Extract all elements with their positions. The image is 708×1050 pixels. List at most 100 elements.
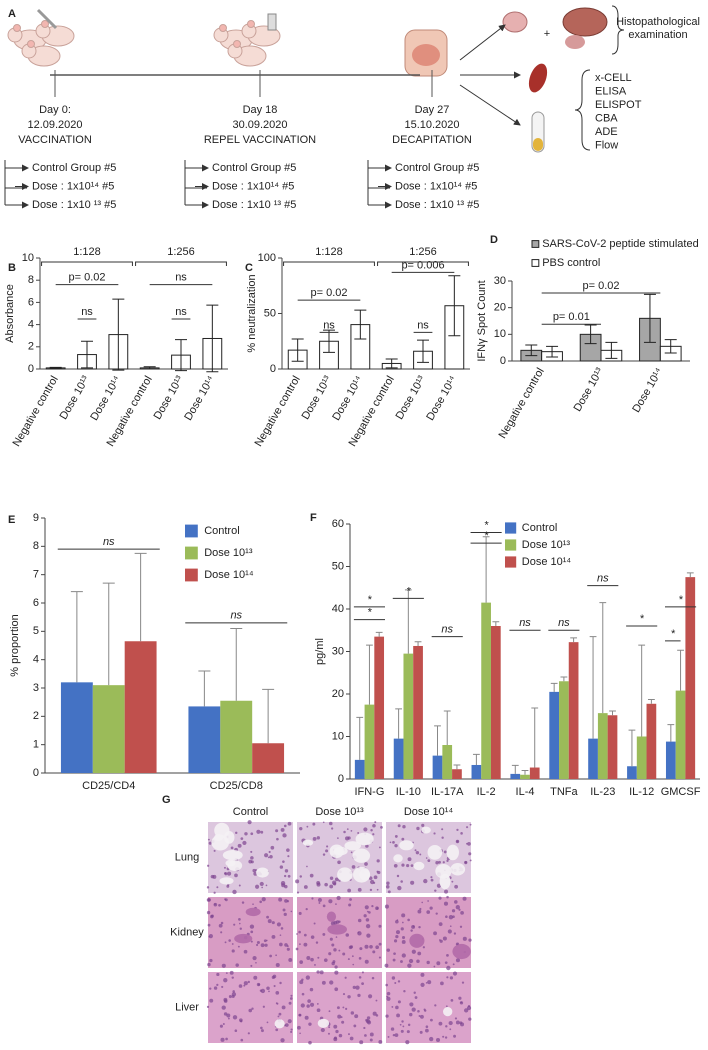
x-tick-label: IL-2 — [477, 786, 496, 798]
error-bar — [134, 552, 147, 642]
cell-nucleus — [321, 980, 326, 985]
cell-nucleus — [298, 1013, 302, 1017]
significance-label: ns — [103, 536, 115, 548]
cell-nucleus — [354, 1014, 359, 1019]
cell-nucleus — [322, 853, 326, 856]
y-tick-label: 20 — [332, 688, 344, 700]
cell-nucleus — [375, 999, 378, 1002]
bar — [646, 703, 657, 779]
cell-nucleus — [355, 985, 360, 990]
cell-nucleus — [283, 912, 287, 916]
cell-nucleus — [436, 883, 442, 888]
cell-nucleus — [375, 906, 379, 911]
cell-nucleus — [375, 945, 380, 950]
cell-nucleus — [372, 823, 376, 828]
cell-nucleus — [425, 857, 428, 859]
cell-nucleus — [238, 884, 241, 887]
cell-nucleus — [288, 1001, 292, 1005]
y-axis-label: % proportion — [9, 614, 21, 676]
cell-nucleus — [451, 909, 456, 913]
group-label: 1:256 — [167, 246, 195, 258]
bar — [124, 641, 157, 773]
panel-letter: G — [162, 794, 171, 806]
cell-nucleus — [329, 876, 334, 880]
cell-nucleus — [378, 846, 381, 849]
timepoint-text: Day 27 — [415, 104, 450, 116]
cell-nucleus — [406, 1030, 410, 1034]
x-tick-label: Dose 10¹⁴ — [88, 374, 123, 423]
bar — [403, 653, 414, 779]
row-label: Liver — [175, 1001, 199, 1013]
cell-nucleus — [333, 1037, 338, 1042]
cell-nucleus — [266, 915, 269, 919]
assay-label: Flow — [595, 139, 618, 151]
cell-nucleus — [336, 1006, 340, 1010]
cell-nucleus — [335, 903, 337, 905]
panel-letter: F — [310, 512, 317, 524]
mouse-ear — [13, 24, 21, 32]
cell-nucleus — [434, 889, 437, 892]
cell-nucleus — [208, 935, 211, 938]
bar — [60, 682, 93, 773]
cell-nucleus — [315, 941, 319, 944]
error-bar — [434, 725, 441, 756]
cell-nucleus — [387, 1035, 390, 1038]
cell-nucleus — [407, 963, 412, 968]
error-bar — [546, 345, 559, 358]
cell-nucleus — [311, 897, 314, 900]
cell-nucleus — [376, 859, 380, 863]
cell-nucleus — [401, 863, 405, 867]
cell-nucleus — [218, 923, 223, 928]
group-bracket — [184, 160, 207, 206]
error-bar — [175, 339, 187, 372]
error-bar — [443, 710, 451, 745]
lumen — [333, 846, 348, 856]
cell-nucleus — [386, 991, 391, 996]
histopathology-label: examination — [628, 29, 687, 41]
cell-nucleus — [239, 927, 242, 930]
group-label: Dose : 1x10 ¹³ #5 — [395, 199, 479, 211]
cell-nucleus — [316, 970, 320, 974]
cell-nucleus — [300, 1003, 305, 1008]
significance-label: p= 0.02 — [582, 280, 619, 292]
cell-nucleus — [309, 873, 314, 878]
cell-nucleus — [309, 987, 314, 992]
group-label: Dose : 1x10¹⁴ #5 — [212, 180, 294, 192]
cell-nucleus — [350, 830, 353, 832]
cell-nucleus — [334, 877, 339, 882]
group-bracket — [4, 160, 27, 206]
cell-nucleus — [263, 939, 267, 943]
cell-nucleus — [333, 1024, 338, 1029]
cell-nucleus — [336, 895, 341, 901]
cell-nucleus — [264, 943, 268, 947]
cell-nucleus — [278, 897, 283, 902]
assay-label: ADE — [595, 126, 618, 138]
cell-nucleus — [361, 982, 364, 985]
cell-nucleus — [372, 950, 376, 954]
cell-nucleus — [329, 937, 333, 941]
bar — [627, 766, 637, 779]
error-bar — [472, 753, 480, 765]
cell-nucleus — [276, 837, 279, 841]
cell-nucleus — [248, 1008, 253, 1013]
y-tick-label: 4 — [28, 319, 34, 331]
y-axis-label: % neutralization — [246, 274, 258, 352]
legend-label: Control — [204, 525, 239, 537]
error-bar — [589, 636, 597, 739]
significance-label: ns — [558, 617, 570, 629]
cell-nucleus — [333, 882, 337, 886]
cell-nucleus — [348, 1033, 350, 1036]
group-bracket — [41, 261, 133, 266]
cell-nucleus — [349, 898, 352, 901]
significance-label: * — [367, 594, 372, 606]
cell-nucleus — [447, 929, 452, 934]
cell-nucleus — [344, 976, 347, 979]
cell-nucleus — [259, 989, 263, 992]
error-bar — [375, 631, 383, 637]
bar — [442, 745, 453, 779]
cell-nucleus — [366, 933, 371, 938]
x-tick-label: Dose 10¹³ — [152, 374, 187, 422]
cell-nucleus — [287, 1019, 292, 1024]
significance-label: ns — [417, 319, 429, 331]
error-bar — [198, 670, 211, 707]
